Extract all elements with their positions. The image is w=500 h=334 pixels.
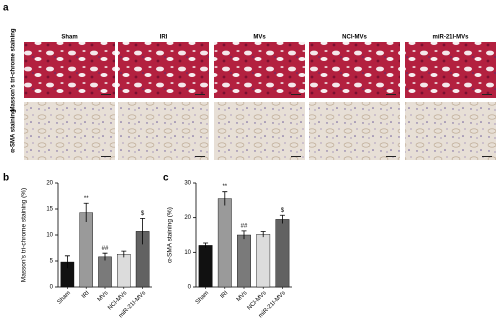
column-header: Sham [61,35,77,41]
micrograph [214,102,305,160]
error-bar [241,230,247,240]
column-header: IRI [160,35,168,41]
y-tick-label: 0 [50,285,54,291]
scale-bar [386,156,396,157]
column-header: NCl-MVs [342,35,367,41]
bar [237,234,251,288]
bar [98,256,112,288]
bar [79,212,93,288]
scale-bar [291,156,301,157]
y-tick-label: 30 [184,181,191,187]
y-tick-label: 20 [46,181,53,187]
bar [275,219,290,288]
y-axis-label: Masson's tri-chrome staining (%) [21,188,28,282]
error-bar [260,231,266,238]
panel-label: a [3,3,9,14]
significance-label: $ [281,208,285,214]
error-bar [102,252,108,261]
scale-bar [386,94,396,95]
significance-label: ## [241,223,248,229]
error-bar [64,255,70,269]
micrograph [214,42,305,98]
panel-label: c [163,173,169,184]
x-tick-label: IRI [81,290,91,300]
bar [117,254,131,288]
y-tick-label: 15 [46,207,53,213]
row-label: Masson's tri-chrome staining [11,28,17,111]
x-tick-label: IRI [220,290,230,300]
y-tick-label: 10 [184,250,191,256]
micrograph [405,42,496,98]
micrograph [405,102,496,160]
error-bar [83,202,89,222]
column-header: miR-21I-MVs [432,35,469,41]
significance-label: ** [222,184,227,190]
error-bar [279,214,285,224]
micrograph-grid [24,42,496,160]
significance-label: ## [102,246,109,252]
bar [198,245,213,288]
scale-bar [101,156,111,157]
micrograph [118,42,209,98]
error-bar [222,191,228,206]
scale-bar [195,156,205,157]
scale-bar [291,94,301,95]
x-tick-label: Sham [195,290,210,305]
error-bar [203,242,209,248]
micrograph [24,42,115,98]
panel-label: b [3,173,9,184]
scale-bar [195,94,205,95]
error-bar [121,250,127,258]
significance-label: ** [84,196,89,202]
bar [217,198,232,288]
x-tick-label: MVs [97,290,110,303]
micrograph [309,102,400,160]
bar [256,234,271,288]
scale-bar [482,156,492,157]
micrograph [309,42,400,98]
y-tick-label: 20 [184,215,191,221]
y-tick-label: 10 [46,233,53,239]
error-bar [140,217,146,245]
scale-bar [101,94,111,95]
micrograph [24,102,115,160]
y-axis-label: α-SMA staining (%) [167,207,174,263]
column-header: MVs [253,35,266,41]
significance-label: $ [141,211,145,217]
x-tick-label: MVs [236,290,249,303]
row-label: α-SMA staining [11,109,17,153]
y-tick-label: 5 [50,259,54,265]
micrograph [118,102,209,160]
y-tick-label: 0 [188,285,192,291]
x-tick-label: Sham [57,290,72,305]
scale-bar [482,94,492,95]
